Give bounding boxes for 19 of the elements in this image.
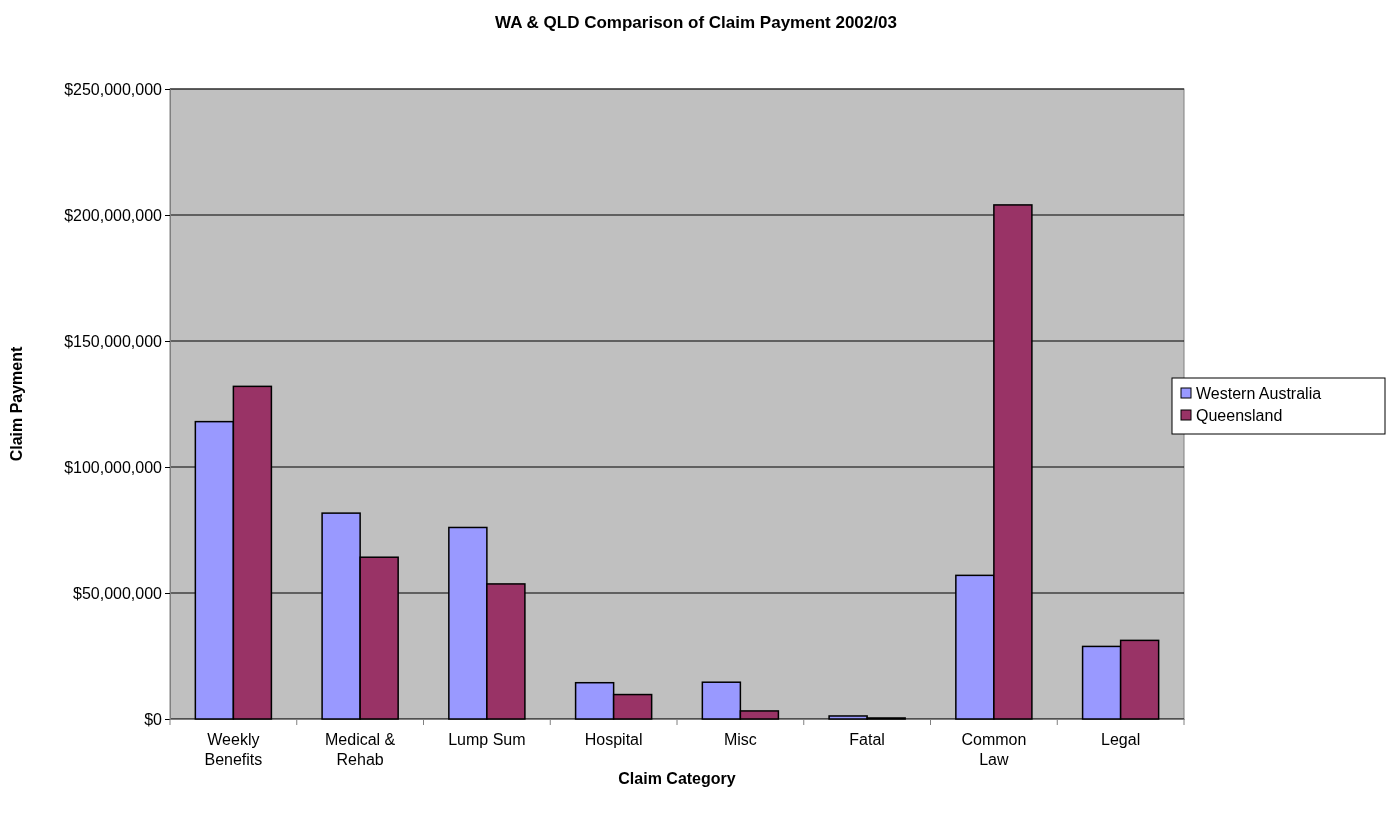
x-tick-label: Weekly Benefits <box>204 731 263 768</box>
x-tick-label: Fatal <box>849 731 885 748</box>
x-tick-label: Misc <box>723 731 757 748</box>
x-axis-title: Claim Category <box>618 770 736 787</box>
x-tick-label: Legal <box>1101 731 1141 748</box>
x-tick-label: Lump Sum <box>448 731 526 748</box>
y-tick-label: $250,000,000 <box>64 80 163 98</box>
y-tick-label: $100,000,000 <box>64 458 163 476</box>
y-tick-label: $200,000,000 <box>64 206 163 224</box>
x-tick-label: Medical & Rehab <box>325 731 396 768</box>
x-tick-label: Common Law <box>961 731 1027 768</box>
legend-label: Queensland <box>1196 407 1283 424</box>
y-tick-label: $150,000,000 <box>64 332 163 350</box>
legend-label: Western Australia <box>1196 385 1322 402</box>
chart-title: WA & QLD Comparison of Claim Payment 2002/03 <box>495 13 897 32</box>
y-tick-label: $50,000,000 <box>73 584 163 602</box>
x-tick-label: Hospital <box>584 731 643 748</box>
y-tick-label: $0 <box>144 710 163 728</box>
y-axis-title: Claim Payment <box>8 345 25 462</box>
